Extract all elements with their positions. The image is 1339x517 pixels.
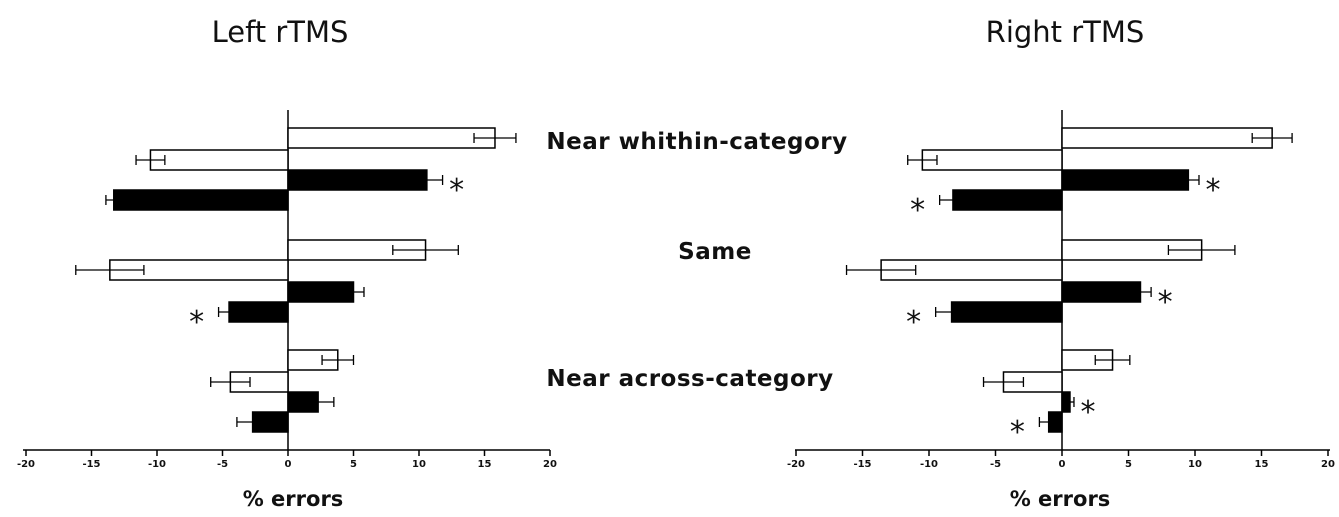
category-label: Near whithin-category — [546, 129, 847, 155]
x-tick-label: -20 — [17, 459, 35, 470]
x-tick-label: -10 — [920, 459, 938, 470]
significance-asterisk: * — [189, 305, 204, 340]
bar-filled — [113, 189, 289, 211]
x-tick-label: -20 — [787, 459, 805, 470]
x-tick-label: 20 — [543, 459, 557, 470]
bar-filled — [952, 189, 1063, 211]
bar-open — [287, 127, 496, 149]
x-tick-label: 0 — [285, 459, 292, 470]
x-tick-label: -5 — [217, 459, 228, 470]
category-label: Near across-category — [546, 366, 833, 392]
significance-asterisk: * — [1010, 415, 1025, 450]
significance-asterisk: * — [1158, 285, 1173, 320]
x-tick-label: -5 — [990, 459, 1001, 470]
left-rtms-panel: Left rTMS % errors -20 -15 -10 -5 0 5 10 15 20 * * — [17, 15, 557, 511]
bar-open — [149, 149, 289, 171]
x-tick-label: 10 — [412, 459, 426, 470]
significance-asterisk: * — [910, 193, 925, 228]
significance-asterisk: * — [449, 173, 464, 208]
significance-asterisk: * — [1080, 395, 1095, 430]
category-label: Same — [678, 239, 752, 265]
x-tick-label: 5 — [1125, 459, 1132, 470]
significance-asterisk: * — [906, 305, 921, 340]
bar-filled — [1061, 281, 1142, 303]
category-labels: Near whithin-category Same Near across-c… — [546, 129, 847, 392]
chart-title: Left rTMS — [212, 15, 349, 49]
x-tick-label: -10 — [148, 459, 166, 470]
x-tick-label: 10 — [1188, 459, 1202, 470]
x-axis-label: % errors — [243, 487, 344, 511]
bar-open — [921, 149, 1063, 171]
x-tick-label: 0 — [1059, 459, 1066, 470]
bar-filled — [287, 169, 428, 191]
x-tick-label: 5 — [350, 459, 357, 470]
x-tick-label: -15 — [82, 459, 100, 470]
x-tick-label: 20 — [1321, 459, 1335, 470]
x-tick-label: -15 — [853, 459, 871, 470]
significance-asterisk: * — [1205, 173, 1220, 208]
bar-open — [1061, 127, 1273, 149]
x-axis-label: % errors — [1010, 487, 1111, 511]
chart-title: Right rTMS — [986, 15, 1145, 49]
right-rtms-panel: Right rTMS % errors -20 -15 -10 -5 0 5 10 15 20 *… — [787, 15, 1335, 511]
bar-filled — [1061, 169, 1190, 191]
x-tick-label: 15 — [1255, 459, 1269, 470]
x-tick-label: 15 — [478, 459, 492, 470]
